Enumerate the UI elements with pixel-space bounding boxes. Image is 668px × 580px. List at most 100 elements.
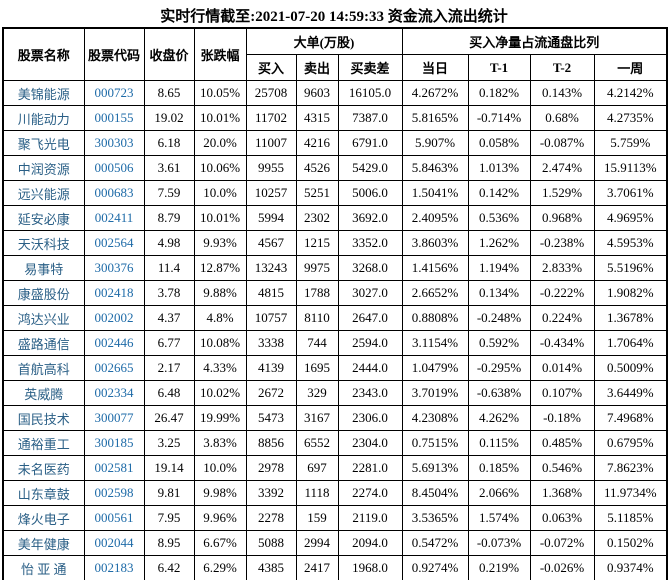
day-ratio-cell: 1.0479% <box>401 355 469 381</box>
change-pct-cell: 12.87% <box>193 255 247 281</box>
sell-cell: 697 <box>295 455 339 481</box>
table-row: 山东章鼓 002598 9.81 9.98% 3392 1118 2274.0 8.4504%… <box>2 480 668 506</box>
sell-cell: 159 <box>295 505 339 531</box>
t2-ratio-cell: -0.087% <box>529 130 595 156</box>
day-ratio-cell: 1.4156% <box>401 255 469 281</box>
change-pct-cell: 10.01% <box>193 105 247 131</box>
week-ratio-cell: 5.1185% <box>593 505 668 531</box>
buy-cell: 9955 <box>245 155 297 181</box>
buy-sell-diff-cell: 2444.0 <box>337 355 403 381</box>
stock-name-cell: 鸿达兴业 <box>2 305 85 331</box>
stock-name-cell: 川能动力 <box>2 105 85 131</box>
t2-ratio-cell: 0.968% <box>529 205 595 231</box>
buy-cell: 11007 <box>245 130 297 156</box>
buy-cell: 2278 <box>245 505 297 531</box>
t2-ratio-cell: 2.474% <box>529 155 595 181</box>
week-ratio-cell: 5.759% <box>593 130 668 156</box>
buy-cell: 3392 <box>245 480 297 506</box>
buy-cell: 3338 <box>245 330 297 356</box>
buy-sell-diff-cell: 2594.0 <box>337 330 403 356</box>
table-body: 美锦能源 000723 8.65 10.05% 25708 9603 16105.0 4.26… <box>2 80 668 580</box>
col-header-close-price: 收盘价 <box>143 27 195 81</box>
close-price-cell: 19.02 <box>143 105 195 131</box>
t1-ratio-cell: 0.134% <box>467 280 531 306</box>
t2-ratio-cell: 0.485% <box>529 430 595 456</box>
t2-ratio-cell: 0.107% <box>529 380 595 406</box>
table-row: 聚飞光电 300303 6.18 20.0% 11007 4216 6791.0 5.907%… <box>2 130 668 156</box>
stock-name-cell: 天沃科技 <box>2 230 85 256</box>
col-header-day: 当日 <box>401 54 469 81</box>
col-header-sell: 卖出 <box>295 54 339 81</box>
stock-name-cell: 未名医药 <box>2 455 85 481</box>
stock-name-cell: 怡 亚 通 <box>2 555 85 580</box>
stock-name-cell: 英威腾 <box>2 380 85 406</box>
stock-code-cell: 000683 <box>83 180 145 206</box>
table-row: 川能动力 000155 19.02 10.01% 11702 4315 7387.0 5.81… <box>2 105 668 131</box>
stock-name-cell: 首航高科 <box>2 355 85 381</box>
day-ratio-cell: 4.2672% <box>401 80 469 106</box>
change-pct-cell: 6.67% <box>193 530 247 556</box>
week-ratio-cell: 1.7064% <box>593 330 668 356</box>
week-ratio-cell: 4.9695% <box>593 205 668 231</box>
buy-sell-diff-cell: 2119.0 <box>337 505 403 531</box>
t2-ratio-cell: -0.026% <box>529 555 595 580</box>
buy-cell: 4139 <box>245 355 297 381</box>
buy-sell-diff-cell: 3352.0 <box>337 230 403 256</box>
table-row: 美锦能源 000723 8.65 10.05% 25708 9603 16105.0 4.26… <box>2 80 668 106</box>
stock-code-cell: 300077 <box>83 405 145 431</box>
t2-ratio-cell: 0.143% <box>529 80 595 106</box>
sell-cell: 9603 <box>295 80 339 106</box>
day-ratio-cell: 0.5472% <box>401 530 469 556</box>
col-header-change-pct: 张跌幅 <box>193 27 247 81</box>
buy-cell: 2672 <box>245 380 297 406</box>
stock-name-cell: 易事特 <box>2 255 85 281</box>
t2-ratio-cell: -0.434% <box>529 330 595 356</box>
buy-sell-diff-cell: 7387.0 <box>337 105 403 131</box>
t1-ratio-cell: 0.185% <box>467 455 531 481</box>
close-price-cell: 8.95 <box>143 530 195 556</box>
col-header-stock-code: 股票代码 <box>83 27 145 81</box>
week-ratio-cell: 7.4968% <box>593 405 668 431</box>
day-ratio-cell: 2.4095% <box>401 205 469 231</box>
col-header-stock-name: 股票名称 <box>2 27 85 81</box>
sell-cell: 9975 <box>295 255 339 281</box>
t2-ratio-cell: 0.68% <box>529 105 595 131</box>
t1-ratio-cell: 0.592% <box>467 330 531 356</box>
day-ratio-cell: 5.6913% <box>401 455 469 481</box>
table-row: 通裕重工 300185 3.25 3.83% 8856 6552 2304.0 0.7515%… <box>2 430 668 456</box>
sell-cell: 8110 <box>295 305 339 331</box>
close-price-cell: 19.14 <box>143 455 195 481</box>
close-price-cell: 6.77 <box>143 330 195 356</box>
buy-sell-diff-cell: 2306.0 <box>337 405 403 431</box>
t1-ratio-cell: 0.115% <box>467 430 531 456</box>
buy-sell-diff-cell: 1968.0 <box>337 555 403 580</box>
sell-cell: 4526 <box>295 155 339 181</box>
close-price-cell: 8.65 <box>143 80 195 106</box>
close-price-cell: 7.59 <box>143 180 195 206</box>
week-ratio-cell: 1.9082% <box>593 280 668 306</box>
close-price-cell: 6.42 <box>143 555 195 580</box>
t1-ratio-cell: 4.262% <box>467 405 531 431</box>
table-row: 远兴能源 000683 7.59 10.0% 10257 5251 5006.0 1.5041… <box>2 180 668 206</box>
buy-cell: 4385 <box>245 555 297 580</box>
sell-cell: 1788 <box>295 280 339 306</box>
change-pct-cell: 9.96% <box>193 505 247 531</box>
stock-name-cell: 通裕重工 <box>2 430 85 456</box>
sell-cell: 744 <box>295 330 339 356</box>
col-header-t2: T-2 <box>529 54 595 81</box>
week-ratio-cell: 0.5009% <box>593 355 668 381</box>
buy-cell: 2978 <box>245 455 297 481</box>
t2-ratio-cell: 1.529% <box>529 180 595 206</box>
close-price-cell: 11.4 <box>143 255 195 281</box>
stock-code-cell: 002581 <box>83 455 145 481</box>
table-row: 烽火电子 000561 7.95 9.96% 2278 159 2119.0 3.5365% 1… <box>2 505 668 531</box>
day-ratio-cell: 5.907% <box>401 130 469 156</box>
stock-name-cell: 山东章鼓 <box>2 480 85 506</box>
t2-ratio-cell: 1.368% <box>529 480 595 506</box>
stock-code-cell: 300303 <box>83 130 145 156</box>
buy-sell-diff-cell: 16105.0 <box>337 80 403 106</box>
close-price-cell: 3.25 <box>143 430 195 456</box>
day-ratio-cell: 3.5365% <box>401 505 469 531</box>
stock-code-cell: 000723 <box>83 80 145 106</box>
sell-cell: 6552 <box>295 430 339 456</box>
